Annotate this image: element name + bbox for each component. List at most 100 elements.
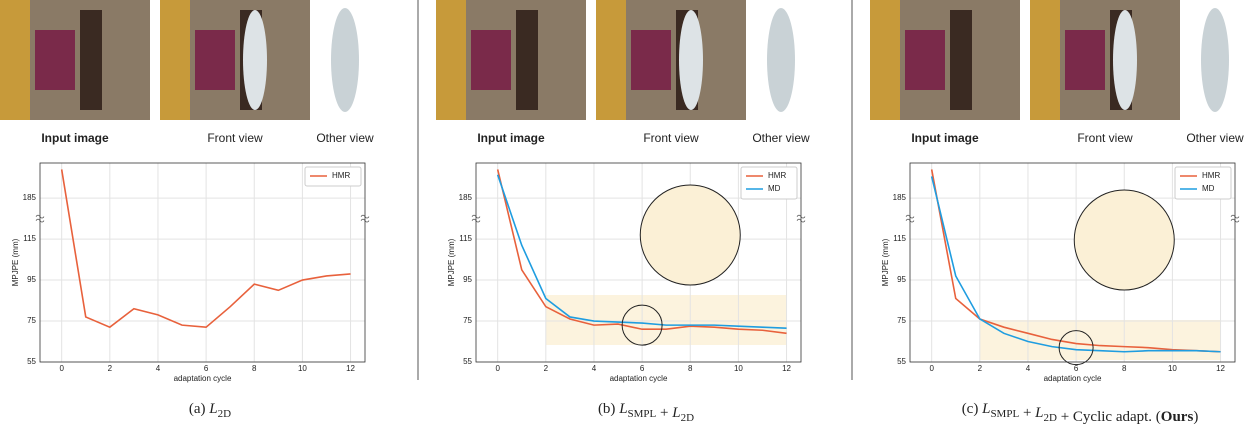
photo-wall [1030, 0, 1060, 120]
legend-box [740, 166, 798, 200]
x-axis-label: adaptation cycle [610, 374, 668, 383]
mesh-other [767, 8, 795, 112]
zoom-marker [621, 304, 663, 346]
display [35, 30, 75, 90]
y-tick-label: 75 [27, 316, 36, 325]
x-tick-label: 0 [929, 364, 934, 373]
legend-label: MD [768, 184, 781, 193]
caption-part: + [656, 405, 672, 421]
person [80, 10, 102, 110]
x-tick-label: 4 [1026, 364, 1031, 373]
caption-sub: 2D [1044, 412, 1058, 424]
image-label: Input image [41, 131, 109, 145]
y-tick-label: 55 [463, 357, 472, 366]
y-tick-label: 115 [23, 234, 36, 243]
highlight [979, 320, 1221, 360]
zoom-inset [639, 184, 741, 286]
image-label: Front view [1077, 131, 1133, 145]
plot-frame [39, 162, 366, 363]
caption-part: Ours [1161, 409, 1194, 425]
y-tick-label: 95 [27, 275, 36, 284]
y-axis-label: MPJPE (mm) [447, 238, 456, 286]
mesh [679, 10, 703, 110]
axis-break [35, 214, 45, 223]
photo-wall [160, 0, 190, 120]
caption-part: (a) [189, 401, 209, 417]
caption-part: (c) [962, 401, 982, 417]
plot-frame [909, 162, 1236, 363]
caption: (a) L2D [189, 401, 231, 419]
x-axis-label: adaptation cycle [1044, 374, 1102, 383]
caption-part: + Cyclic adapt. ( [1057, 409, 1161, 425]
display [471, 30, 511, 90]
caption: (c) LSMPL + L2D + Cyclic adapt. (Ours) [962, 401, 1199, 425]
axis-break [905, 214, 915, 223]
x-tick-label: 0 [495, 364, 500, 373]
display [1065, 30, 1105, 90]
line-series [60, 169, 351, 329]
axis-break [471, 214, 481, 223]
y-tick-label: 185 [23, 193, 37, 202]
y-tick-label: 115 [893, 234, 906, 243]
legend-label: HMR [768, 171, 786, 180]
photo-wall [596, 0, 626, 120]
mesh [1113, 10, 1137, 110]
image-label: Input image [911, 131, 979, 145]
plot-frame [475, 162, 802, 363]
caption-sub: SMPL [990, 408, 1019, 420]
image-label: Front view [643, 131, 699, 145]
caption-part: L [981, 401, 990, 417]
y-axis-label: MPJPE (mm) [11, 238, 20, 286]
y-tick-label: 75 [463, 316, 472, 325]
x-axis-label: adaptation cycle [174, 374, 232, 383]
axis-break [360, 214, 370, 223]
display [195, 30, 235, 90]
mesh-other [331, 8, 359, 112]
caption-sub: SMPL [628, 408, 657, 420]
photo-wall [436, 0, 466, 120]
highlight [545, 295, 787, 345]
x-tick-label: 2 [544, 364, 549, 373]
y-tick-label: 95 [897, 275, 906, 284]
caption-part: (b) [598, 401, 619, 417]
photo-wall [0, 0, 30, 120]
person [516, 10, 538, 110]
y-tick-label: 95 [463, 275, 472, 284]
legend-box [304, 166, 362, 187]
legend-box [1174, 166, 1232, 200]
x-tick-label: 8 [1122, 364, 1127, 373]
x-tick-label: 6 [640, 364, 645, 373]
caption-sub: 2D [218, 408, 232, 420]
caption-part: L [671, 405, 680, 421]
image-label: Input image [477, 131, 545, 145]
y-tick-label: 185 [893, 193, 907, 202]
x-tick-label: 4 [592, 364, 597, 373]
x-tick-label: 10 [298, 364, 307, 373]
mesh-other [1201, 8, 1229, 112]
caption-part: + [1019, 405, 1035, 421]
y-tick-label: 55 [27, 357, 36, 366]
axis-break [796, 214, 806, 223]
display [631, 30, 671, 90]
x-tick-label: 8 [688, 364, 693, 373]
x-tick-label: 0 [59, 364, 64, 373]
x-tick-label: 10 [1168, 364, 1177, 373]
line-series [496, 169, 787, 335]
axis-break [1230, 214, 1240, 223]
photo-wall [870, 0, 900, 120]
zoom-marker [1058, 330, 1094, 366]
y-tick-label: 75 [897, 316, 906, 325]
image-label: Other view [752, 131, 810, 145]
x-tick-label: 10 [734, 364, 743, 373]
x-tick-label: 2 [978, 364, 983, 373]
line-series [496, 174, 787, 329]
caption: (b) LSMPL + L2D [598, 401, 694, 423]
x-tick-label: 12 [346, 364, 355, 373]
image-label: Front view [207, 131, 263, 145]
caption-part: L [618, 401, 627, 417]
x-tick-label: 12 [1216, 364, 1225, 373]
image-label: Other view [1186, 131, 1244, 145]
line-series [930, 176, 1221, 353]
legend-label: HMR [1202, 171, 1220, 180]
